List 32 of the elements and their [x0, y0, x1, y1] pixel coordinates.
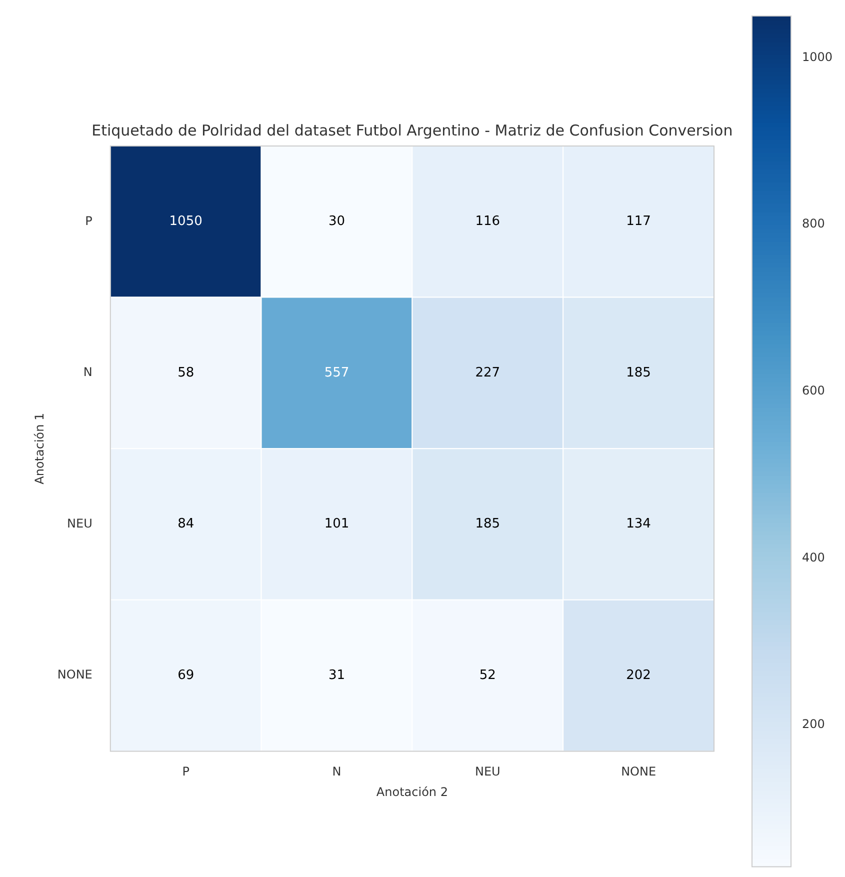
data-label: 58 — [178, 365, 194, 380]
data-label: 30 — [328, 214, 346, 230]
x-axis-title: Anotación 2 — [376, 784, 448, 799]
x-tick-label: NONE — [621, 764, 656, 779]
y-tick-label: N — [83, 365, 92, 380]
data-label: 185 — [475, 516, 500, 532]
data-label: 69 — [178, 668, 194, 683]
data-label: 31 — [328, 668, 346, 683]
y-tick-label: P — [85, 214, 92, 228]
color-bar-label: 600 — [802, 383, 825, 398]
data-label: 117 — [626, 214, 651, 230]
data-label: 227 — [475, 365, 500, 380]
x-tick-label: N — [332, 764, 342, 779]
data-label: 101 — [324, 516, 350, 532]
color-bar-label: 400 — [802, 550, 825, 564]
y-tick-label: NONE — [57, 668, 92, 682]
data-label: 185 — [626, 365, 651, 380]
data-label: 134 — [626, 516, 651, 532]
chart-title: Etiquetado de Polridad del dataset Futbol Argentino - Matriz de Confusion Conversion — [92, 121, 733, 140]
data-label: 202 — [626, 668, 651, 683]
color-bar-label: 200 — [802, 717, 825, 732]
color-bar-label: 1000 — [802, 50, 833, 64]
x-tick-label: P — [182, 764, 190, 779]
data-label: 557 — [324, 365, 350, 380]
y-axis-title: Anotación 1 — [32, 412, 46, 484]
data-label: 116 — [475, 214, 500, 230]
y-tick-label: NEU — [67, 516, 92, 530]
color-bar-label: 800 — [802, 216, 825, 231]
data-label: 1050 — [169, 214, 202, 230]
x-tick-label: NEU — [474, 764, 500, 779]
data-label: 52 — [479, 668, 496, 683]
data-label: 84 — [178, 516, 194, 532]
